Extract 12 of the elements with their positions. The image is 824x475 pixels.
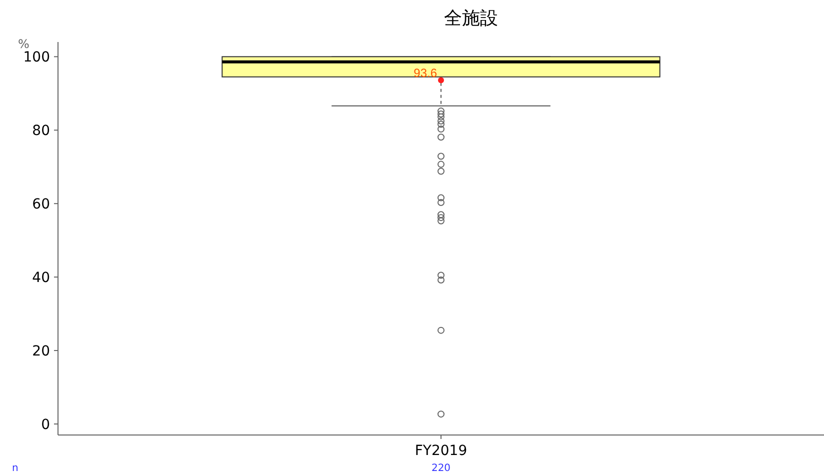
y-tick-label: 100 [23, 50, 50, 66]
x-tick-label: FY2019 [414, 443, 468, 459]
text: 93.6 [414, 66, 437, 80]
chart-title: 全施設 [444, 8, 498, 29]
text: 220 [431, 463, 451, 474]
y-tick-label: 60 [32, 196, 50, 213]
y-tick-label: 40 [32, 270, 50, 286]
y-tick-label: 20 [32, 344, 50, 360]
y-tick-label: 80 [32, 123, 50, 140]
y-tick-label: 0 [41, 416, 50, 433]
y-axis-title: % [18, 37, 30, 51]
text: n [12, 463, 18, 474]
